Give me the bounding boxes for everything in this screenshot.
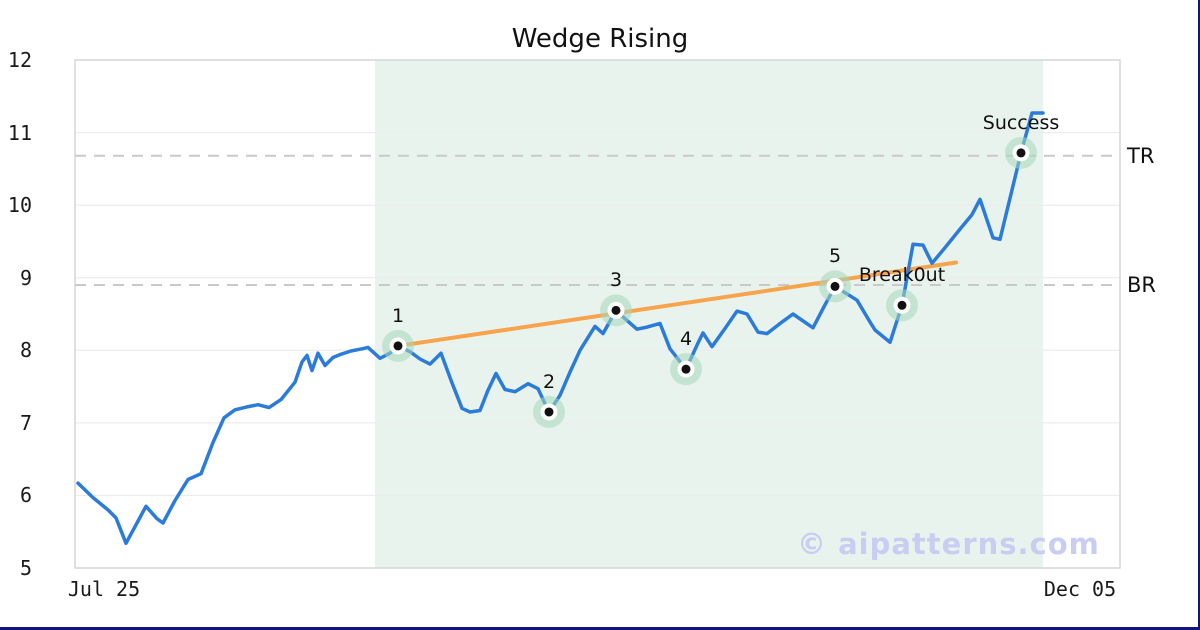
marker-label-Break0ut: Break0ut <box>858 264 946 287</box>
y-axis-tick-label-9: 9 <box>19 265 32 290</box>
y-axis-tick-label-7: 7 <box>19 410 32 435</box>
marker-label-4: 4 <box>679 328 693 351</box>
hline-label-TR: TR <box>1127 143 1155 168</box>
hline-label-BR: BR <box>1127 272 1156 297</box>
frame-right-border <box>1198 0 1200 630</box>
y-axis-tick-label-8: 8 <box>19 338 32 363</box>
y-axis-tick-label-10: 10 <box>7 193 32 218</box>
price-line <box>76 111 1045 546</box>
marker-label-5: 5 <box>828 245 842 268</box>
wedge-trendline <box>396 260 958 348</box>
y-axis-tick-label-5: 5 <box>19 556 32 580</box>
marker-dot-3 <box>611 305 621 315</box>
marker-dot-4 <box>681 364 691 374</box>
marker-dot-5 <box>830 281 840 291</box>
marker-label-2: 2 <box>542 370 556 393</box>
frame-bottom-border <box>0 627 1200 630</box>
x-axis-tick-label: Jul 25 <box>67 577 141 601</box>
y-axis-tick-label-11: 11 <box>7 120 32 145</box>
marker-label-Success: Success <box>982 111 1060 134</box>
chart-title: Wedge Rising <box>511 24 689 54</box>
marker-dot-1 <box>393 341 403 351</box>
plot-border <box>74 59 1121 569</box>
marker-dot-2 <box>544 407 554 417</box>
y-axis-tick-label-6: 6 <box>19 483 32 508</box>
marker-dot-Break0ut <box>897 300 907 310</box>
watermark: © aipatterns.com <box>797 527 1100 561</box>
y-axis-tick-label-12: 12 <box>7 48 32 72</box>
x-axis-tick-label: Dec 05 <box>1043 577 1117 601</box>
pattern-highlight-band <box>375 60 1043 568</box>
marker-dot-Success <box>1016 148 1026 158</box>
marker-label-1: 1 <box>391 304 405 327</box>
marker-label-3: 3 <box>609 269 623 292</box>
